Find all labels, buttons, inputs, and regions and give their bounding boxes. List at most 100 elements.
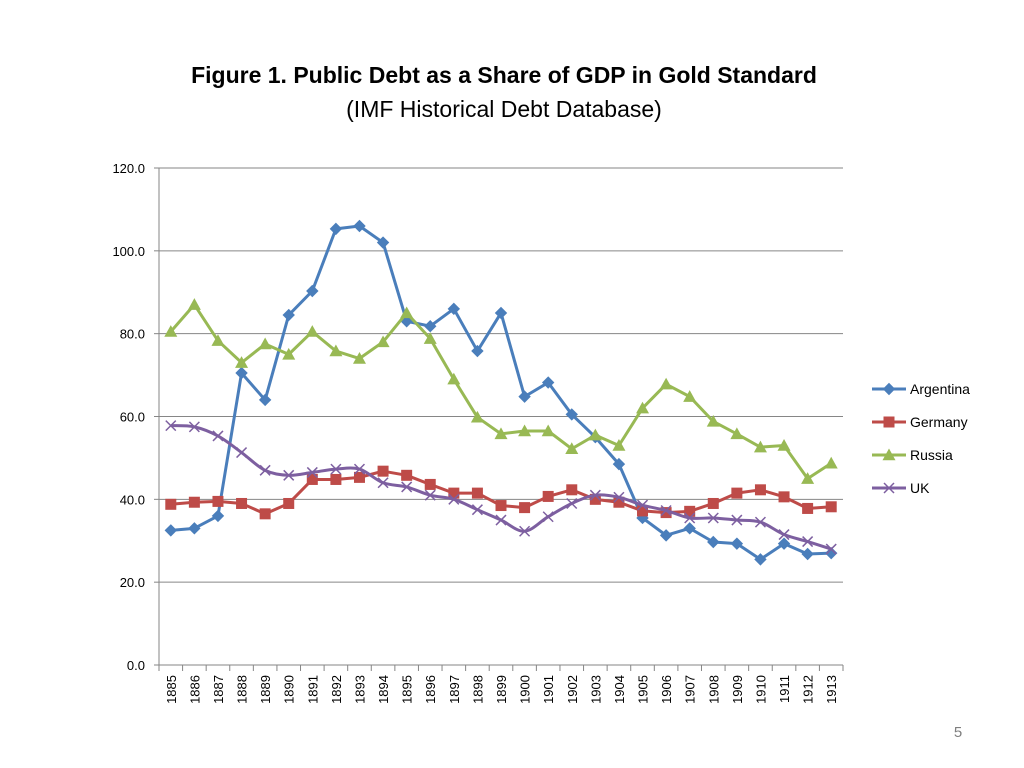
x-tick-label: 1896 — [423, 675, 438, 704]
legend-label: Russia — [910, 447, 953, 463]
data-point-argentina — [777, 537, 791, 550]
series-germany — [165, 465, 837, 520]
x-tick-label: 1887 — [211, 675, 226, 704]
data-point-argentina — [164, 524, 178, 537]
data-point-uk — [707, 512, 719, 524]
data-point-russia — [305, 325, 319, 337]
data-point-uk — [353, 463, 366, 475]
x-tick-label: 1885 — [164, 675, 179, 704]
axes — [154, 167, 844, 671]
data-point-argentina — [824, 546, 838, 560]
x-tick-label: 1894 — [376, 675, 391, 704]
data-point-germany — [401, 469, 413, 481]
data-point-russia — [423, 332, 437, 344]
series-russia — [164, 298, 838, 484]
chart-subtitle: (IMF Historical Debt Database) — [346, 96, 662, 122]
data-point-russia — [329, 344, 343, 357]
legend-item-germany: Germany — [872, 414, 968, 430]
data-point-russia — [376, 335, 390, 348]
x-tick-label: 1913 — [824, 675, 839, 704]
data-point-germany — [306, 473, 318, 485]
data-point-uk — [401, 481, 413, 493]
y-tick-label: 60.0 — [120, 410, 145, 425]
data-point-russia — [777, 438, 791, 451]
x-tick-label: 1886 — [187, 675, 202, 704]
data-point-russia — [235, 356, 249, 368]
x-tick-label: 1909 — [730, 675, 745, 704]
legend-marker-russia — [882, 448, 896, 461]
x-tick-label: 1904 — [612, 675, 627, 704]
data-point-argentina — [376, 236, 390, 249]
data-point-russia — [164, 325, 178, 337]
y-tick-label: 20.0 — [120, 575, 145, 590]
x-tick-label: 1907 — [683, 675, 698, 704]
data-point-germany — [754, 484, 766, 496]
legend-label: UK — [910, 480, 930, 496]
data-point-germany — [566, 484, 578, 496]
data-point-uk — [802, 536, 814, 548]
legend: Argentina Germany Russia UK — [872, 381, 970, 496]
data-point-russia — [588, 428, 602, 441]
data-point-russia — [541, 424, 555, 437]
data-point-germany — [188, 496, 200, 508]
data-point-russia — [659, 377, 673, 390]
data-point-argentina — [754, 553, 767, 566]
data-point-uk — [306, 466, 318, 478]
x-tick-label: 1911 — [777, 675, 792, 703]
data-point-germany — [259, 508, 271, 520]
data-point-germany — [212, 495, 224, 507]
legend-item-uk: UK — [872, 480, 930, 496]
x-tick-label: 1908 — [706, 675, 721, 704]
data-point-uk — [542, 511, 554, 523]
legend-item-russia: Russia — [872, 447, 953, 463]
data-point-russia — [824, 456, 838, 469]
legend-marker-argentina — [882, 382, 896, 396]
data-point-argentina — [258, 393, 272, 407]
data-point-germany — [165, 498, 177, 510]
data-point-argentina — [730, 537, 744, 550]
data-point-uk — [330, 463, 342, 475]
data-point-russia — [400, 306, 414, 319]
legend-marker-uk — [883, 482, 895, 494]
x-tick-label: 1902 — [565, 675, 580, 704]
data-point-germany — [778, 491, 790, 503]
y-tick-label: 0.0 — [127, 658, 145, 673]
data-point-argentina — [612, 457, 626, 471]
page-number: 5 — [953, 724, 963, 741]
data-point-uk — [236, 447, 248, 459]
series-argentina — [164, 219, 838, 566]
data-point-argentina — [211, 509, 225, 523]
data-point-germany — [613, 496, 625, 508]
y-tick-label: 120.0 — [112, 161, 145, 176]
data-point-uk — [660, 504, 672, 517]
data-point-argentina — [235, 366, 248, 380]
data-point-germany — [377, 465, 389, 477]
data-point-uk — [589, 489, 601, 501]
data-point-argentina — [801, 547, 814, 561]
data-point-uk — [165, 420, 177, 432]
x-tick-label: 1910 — [753, 675, 768, 704]
data-point-germany — [353, 471, 365, 483]
data-point-argentina — [353, 219, 366, 233]
data-point-germany — [236, 497, 248, 509]
x-tick-label: 1912 — [801, 675, 816, 704]
data-point-russia — [518, 424, 532, 437]
data-point-uk — [684, 512, 696, 524]
data-point-argentina — [188, 522, 201, 535]
data-point-uk — [613, 491, 625, 503]
data-point-russia — [494, 427, 508, 440]
data-point-uk — [283, 469, 295, 481]
data-point-russia — [706, 414, 720, 427]
data-point-russia — [636, 401, 650, 414]
data-point-argentina — [306, 284, 319, 298]
data-point-uk — [259, 464, 271, 476]
data-point-uk — [778, 529, 790, 541]
data-point-uk — [731, 514, 743, 526]
data-point-russia — [211, 334, 225, 346]
x-tick-label: 1898 — [470, 675, 485, 704]
y-tick-label: 80.0 — [120, 327, 145, 342]
data-point-uk — [636, 499, 649, 511]
data-point-russia — [187, 298, 201, 310]
data-point-germany — [637, 505, 649, 517]
